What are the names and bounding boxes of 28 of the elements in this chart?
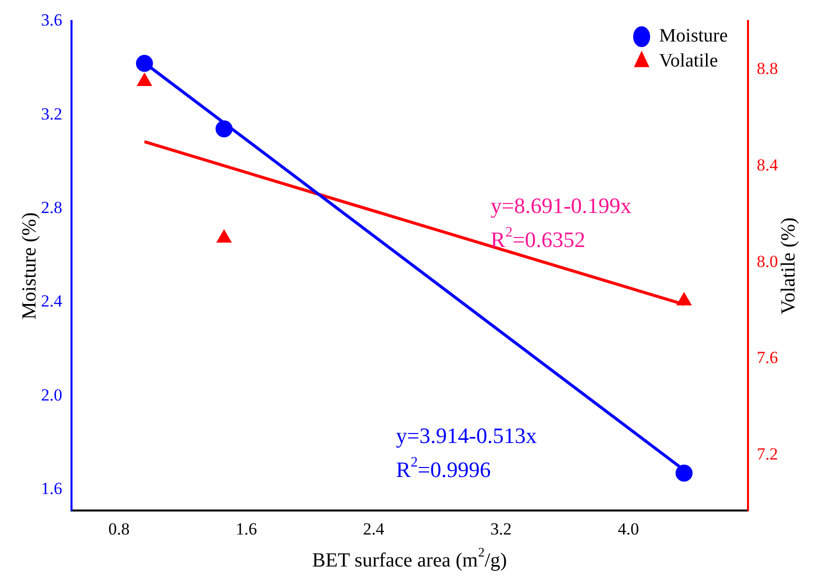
x-tick-label: 1.6 — [236, 519, 257, 538]
y2-tick-label: 8.4 — [756, 155, 778, 174]
y2-tick-label: 7.2 — [756, 444, 778, 464]
point — [137, 72, 152, 86]
x-tick-label: 4.0 — [618, 519, 639, 538]
legend-label: Volatile — [659, 50, 718, 72]
point — [676, 292, 692, 306]
point — [136, 54, 153, 72]
x-tick-label: 3.2 — [490, 519, 512, 538]
x-tick-label: 2.4 — [363, 519, 385, 538]
y-tick-label: 3.2 — [41, 104, 62, 124]
point — [216, 120, 233, 138]
y2-tick-label: 8.0 — [756, 252, 778, 271]
y-tick-label: 2.8 — [41, 198, 62, 217]
annotation: y=8.691-0.199x — [490, 192, 632, 218]
annotation: y=3.914-0.513x — [396, 422, 537, 448]
y-axis-title: Moisture (%) — [18, 212, 40, 320]
y2-axis-title: Volatile (%) — [777, 217, 800, 314]
x-tick-label: 0.8 — [108, 519, 130, 538]
y-tick-label: 3.6 — [41, 10, 62, 30]
y-tick-label: 1.6 — [41, 478, 62, 498]
y2-tick-label: 7.6 — [756, 348, 778, 368]
y-tick-label: 2.0 — [41, 385, 62, 404]
legend-label: Moisture — [659, 26, 728, 47]
point — [216, 230, 232, 243]
y2-tick-label: 8.8 — [756, 58, 778, 78]
y-tick-label: 2.4 — [41, 292, 63, 311]
point — [676, 464, 693, 482]
